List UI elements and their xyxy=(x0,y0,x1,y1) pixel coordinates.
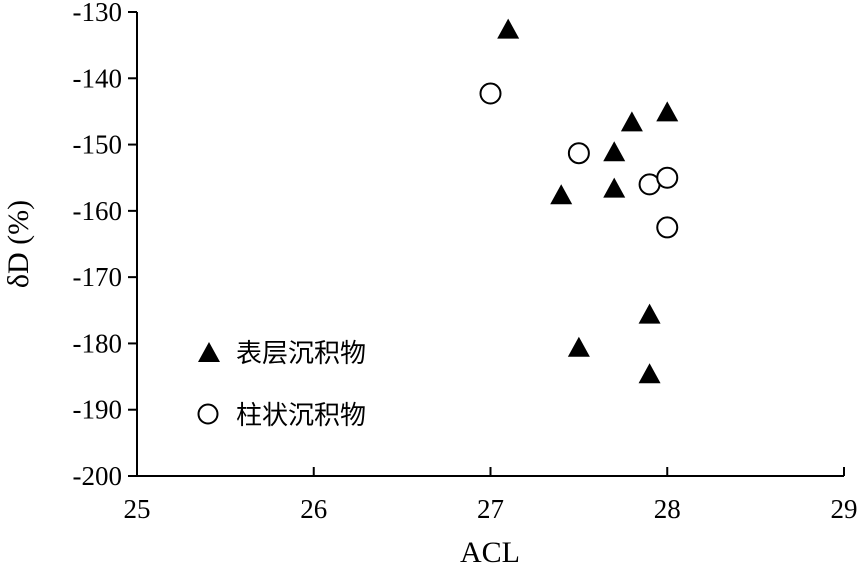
circle-point xyxy=(656,166,679,189)
circle-point xyxy=(567,142,590,165)
y-tick-label: -170 xyxy=(73,262,123,292)
legend-item-core: 柱状沉积物 xyxy=(197,401,366,431)
triangle-point xyxy=(550,184,573,205)
triangle-point xyxy=(567,336,590,357)
x-tick-label: 25 xyxy=(124,494,151,524)
triangle-point xyxy=(603,141,626,162)
x-tick-label: 26 xyxy=(300,494,327,524)
y-axis-title: δD (%) xyxy=(2,200,35,288)
x-axis-title: ACL xyxy=(460,536,520,568)
x-tick-label: 29 xyxy=(831,494,858,524)
circle-point xyxy=(479,82,502,105)
triangle-point xyxy=(620,111,643,132)
y-tick-label: -200 xyxy=(73,461,123,491)
legend: 表层沉积物 柱状沉积物 xyxy=(197,339,366,431)
triangle-point xyxy=(656,101,679,122)
legend-item-surface: 表层沉积物 xyxy=(198,339,366,369)
legend-triangle-marker xyxy=(198,342,220,362)
x-tick-label: 28 xyxy=(654,494,681,524)
y-tick-label: -130 xyxy=(73,0,123,27)
triangle-point xyxy=(638,303,661,324)
legend-circle-marker xyxy=(197,403,219,425)
y-tick-label: -140 xyxy=(73,63,123,93)
y-tick-label: -160 xyxy=(73,196,123,226)
y-tick-label: -150 xyxy=(73,130,123,160)
y-ticks: -130 -140 -150 -160 -170 -180 -190 -200 xyxy=(73,0,137,491)
legend-label-core: 柱状沉积物 xyxy=(236,401,366,431)
circle-point xyxy=(656,216,679,239)
x-ticks: 25 26 27 28 29 xyxy=(124,467,858,524)
y-tick-label: -180 xyxy=(73,328,123,358)
triangle-point xyxy=(603,177,626,198)
data-points xyxy=(479,18,679,384)
legend-label-surface: 表层沉积物 xyxy=(236,339,366,369)
x-tick-label: 27 xyxy=(477,494,504,524)
y-tick-label: -190 xyxy=(73,395,123,425)
triangle-point xyxy=(497,18,520,39)
triangle-point xyxy=(638,363,661,384)
